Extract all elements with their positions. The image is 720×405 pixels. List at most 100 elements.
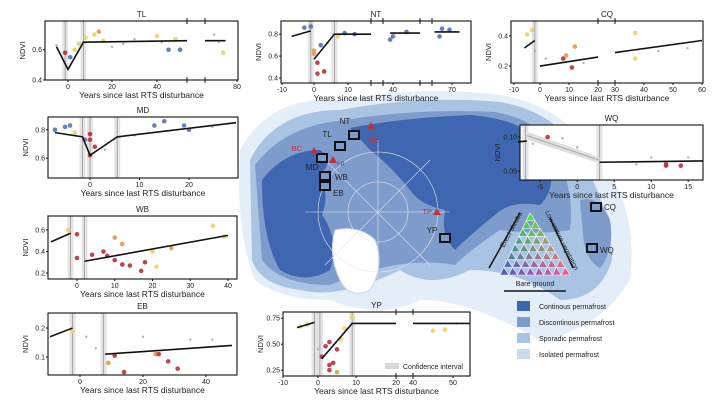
- confidence-legend-swatch: [385, 363, 399, 369]
- data-point: [531, 142, 534, 146]
- trend-line: [526, 135, 600, 161]
- x-tick-label: 0: [312, 87, 316, 94]
- x-axis-label: Years since last RTS disturbance: [80, 289, 205, 299]
- x-tick-label: 0: [75, 283, 79, 290]
- x-axis-label: Years since last RTS disturbance: [314, 93, 439, 103]
- x-tick-label: 10: [647, 184, 655, 191]
- plot-frame: [510, 20, 704, 84]
- disturbance-site-marker: [433, 208, 441, 215]
- data-point: [687, 156, 690, 159]
- fitted-segment: [523, 39, 536, 49]
- site-box-md: [316, 153, 328, 163]
- x-tick-label: 20: [185, 182, 193, 189]
- permafrost-swatch: [517, 301, 530, 311]
- x-axis-label: Years since last RTS disturbance: [79, 90, 204, 100]
- site-box-wq: [586, 243, 598, 253]
- ternary-cell: [530, 220, 541, 229]
- x-tick-label: 50: [669, 87, 677, 94]
- x-axis-label: Years since last RTS disturbance: [545, 93, 670, 103]
- ternary-cell: [542, 251, 552, 260]
- x-tick-label: 0: [538, 87, 542, 94]
- site-box-cq: [590, 202, 602, 212]
- data-point: [83, 35, 88, 40]
- y-tick-label: 0.2: [35, 326, 45, 333]
- ternary-cell: [510, 243, 521, 253]
- panel-yp: -10 0 10 20 40 50 0.25 0.50 0.75 YP Years since la…: [256, 301, 471, 396]
- data-point: [133, 37, 136, 41]
- ternary-cell: [538, 258, 549, 268]
- data-point: [560, 56, 566, 61]
- data-point: [576, 146, 579, 149]
- data-point: [150, 249, 155, 254]
- data-point: [349, 314, 355, 320]
- data-point: [142, 260, 148, 265]
- panel-title: EB: [137, 302, 148, 311]
- data-point: [121, 369, 127, 375]
- ternary-cell: [545, 243, 556, 253]
- data-point: [89, 252, 95, 258]
- data-point: [189, 338, 192, 341]
- panel-title: TL: [137, 10, 147, 19]
- y-tick-label: 0.6: [32, 47, 42, 54]
- data-point: [430, 328, 436, 334]
- x-tick-label: 40: [224, 283, 232, 290]
- data-point: [311, 48, 317, 53]
- data-point: [165, 359, 171, 364]
- x-tick-label: 0: [316, 380, 320, 387]
- confidence-legend-label: Confidence interval: [403, 364, 463, 371]
- ternary-cell: [529, 258, 540, 268]
- y-tick-label: 0.4: [35, 249, 45, 256]
- data-point: [96, 29, 102, 34]
- panel-md: 0 10 20 0.6 0.8 MD Years since last RTS distur…: [21, 106, 239, 198]
- panel-wb: 0 10 20 30 40 0.2 0.4 0.6 WB Years since last RTS…: [21, 205, 238, 299]
- data-point: [67, 55, 73, 60]
- ternary-cell: [519, 243, 530, 253]
- ternary-cell: [508, 266, 519, 276]
- ternary-cell: [525, 266, 536, 276]
- continuous-permafrost-eurasia: [350, 115, 552, 250]
- x-axis-label: Years since last RTS disturbance: [549, 190, 674, 200]
- data-point: [112, 235, 118, 240]
- panel-title: MD: [137, 106, 150, 115]
- site-label-md: MD: [306, 163, 319, 172]
- y-axis-label: NDVI: [18, 42, 27, 60]
- x-tick-label: -10: [509, 87, 519, 94]
- fitted-segment: [599, 160, 704, 164]
- continuous-permafrost-canada: [262, 150, 334, 278]
- y-tick-label: 0.75: [266, 316, 280, 323]
- ternary-label-bottom: Bare ground: [516, 281, 555, 288]
- disturbance-site-marker: [367, 122, 375, 129]
- site-label-wb: WB: [335, 173, 348, 182]
- data-point: [633, 30, 638, 36]
- data-point: [212, 33, 216, 36]
- panel-nt: -10 0 10 40 70 0.4 0.6 0.8 NT Years since last RT…: [254, 10, 472, 103]
- y-axis-label: NDVI: [21, 139, 30, 157]
- x-tick-label: -10: [277, 87, 287, 94]
- y-tick-label: 0.4: [32, 78, 42, 85]
- x-tick-label: -10: [278, 380, 288, 387]
- x-tick-label: 40: [153, 84, 161, 91]
- data-point: [66, 227, 71, 233]
- y-axis-label: NDVI: [484, 43, 493, 61]
- ternary-cell: [517, 266, 527, 276]
- y-tick-label: 0.50: [266, 342, 280, 349]
- fitted-segment: [55, 39, 188, 72]
- panel-eb: 0 20 40 0.1 0.2 EB Years since last RTS distur…: [21, 302, 238, 395]
- permafrost-swatch: [517, 349, 530, 359]
- data-point: [569, 65, 575, 70]
- data-point: [211, 338, 214, 341]
- data-point: [175, 366, 180, 371]
- data-point: [181, 123, 187, 128]
- ternary-cell: [543, 266, 554, 276]
- plot-background: [48, 216, 237, 279]
- disturbance-site-label-bc: BC: [292, 144, 303, 153]
- permafrost-swatch: [517, 333, 530, 343]
- data-point: [112, 353, 117, 358]
- x-tick-label: 10: [565, 87, 573, 94]
- ternary-cell: [512, 258, 522, 268]
- site-box-nt: [348, 130, 360, 140]
- data-point: [62, 50, 68, 56]
- ternary-cell: [532, 235, 542, 245]
- panel-title: WQ: [605, 114, 619, 123]
